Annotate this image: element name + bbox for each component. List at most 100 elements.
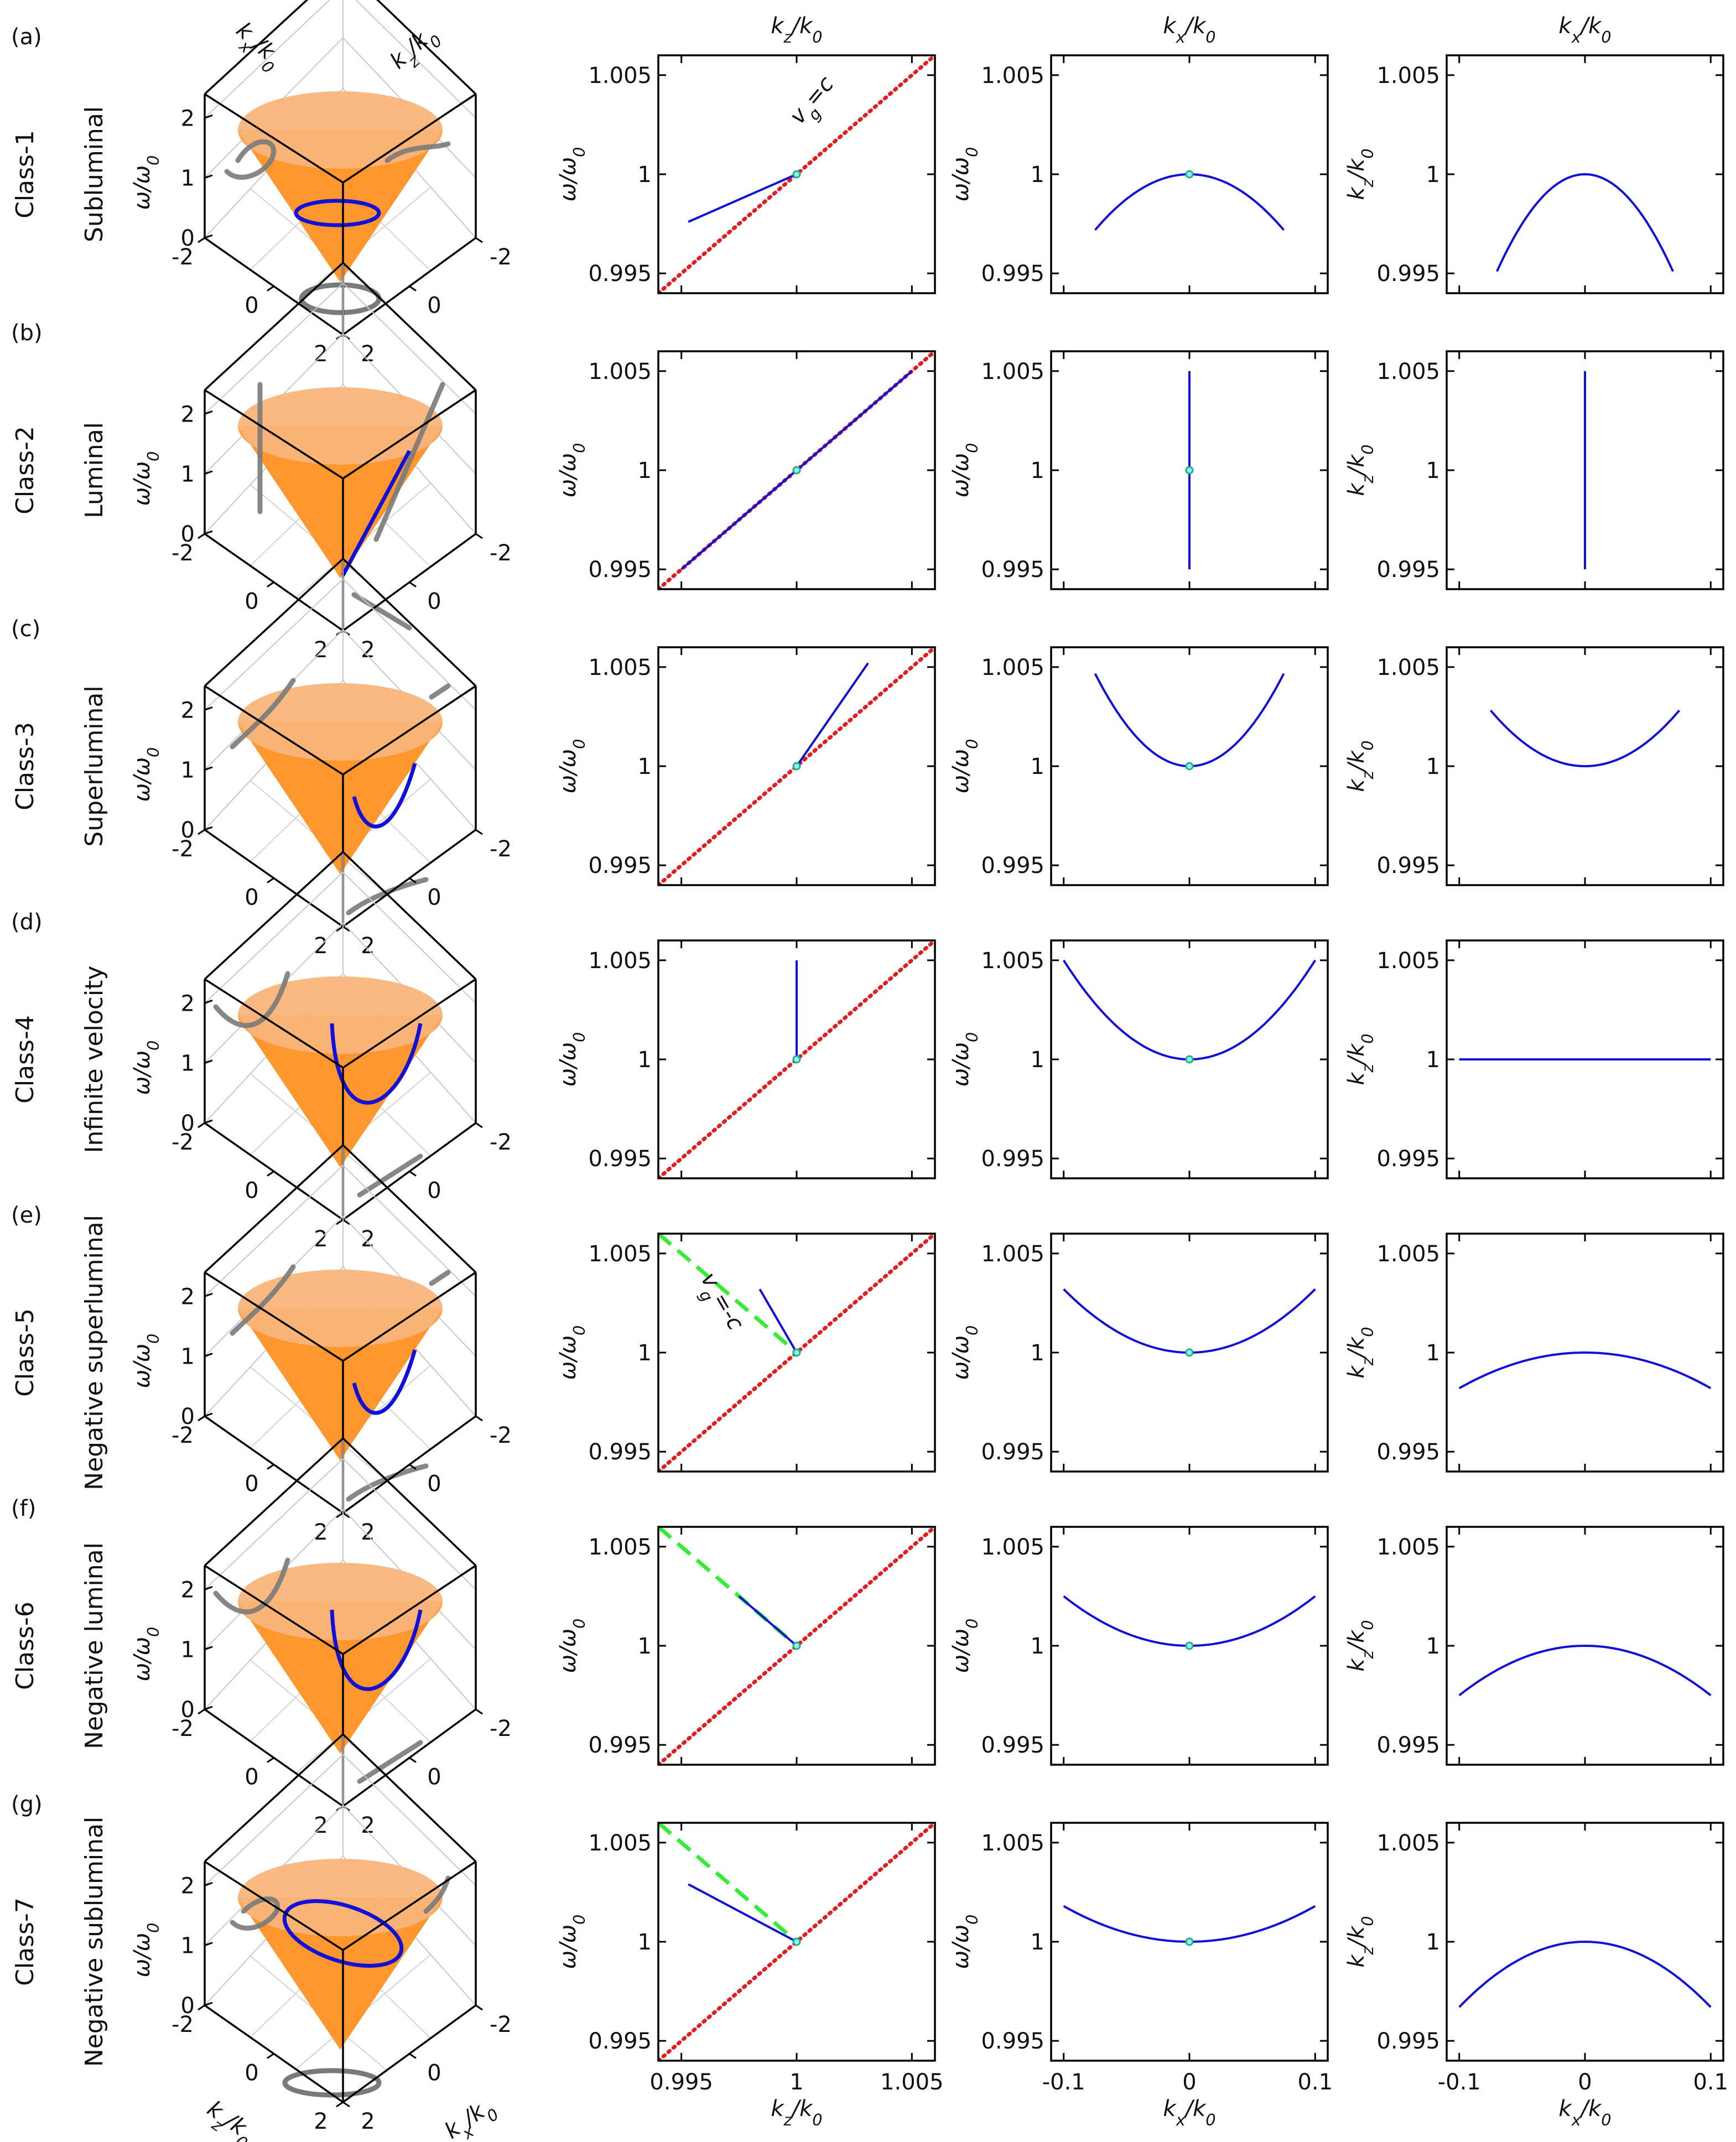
projection-curve (299, 282, 382, 315)
projection-curve (429, 1270, 451, 1286)
central-point (792, 1937, 801, 1946)
y-axis-label: ω/ω0 (948, 1032, 981, 1087)
cube-edge (204, 1144, 344, 1273)
dispersion_kz-panel-3: 0.995 1 1.005 ω/ω0 (555, 646, 936, 886)
dispersion_kx-panel-3: 0.995 1 1.005 ω/ω0 (948, 646, 1329, 886)
floor-tick-label-right: -2 (490, 2012, 512, 2037)
z-tick-label: 2 (181, 698, 195, 723)
y-tick-label: 1.005 (588, 63, 652, 89)
projection-curve (346, 1463, 429, 1502)
floor-tick-label-left: 2 (314, 2109, 328, 2134)
y-tick-label: 1.005 (981, 655, 1044, 680)
floor-tick-label-right: 0 (427, 293, 441, 319)
projection-curve (357, 1153, 423, 1198)
y-tick-label: 0.995 (981, 1146, 1044, 1172)
class-name-2: Luminal (80, 422, 108, 518)
y-tick-label: 1 (1031, 162, 1044, 188)
y-axis-label: kz/k0 (1344, 148, 1377, 200)
kz_vs_kx-panel-1: 0.995 1 1.005 kz/k0 (1344, 54, 1724, 294)
grid-line (342, 1164, 476, 1297)
grid-line (204, 1164, 344, 1297)
dispersion_kz-panel-6: 0.995 1 1.005 ω/ω0 (555, 1526, 936, 1766)
cone-top (238, 91, 443, 169)
cube-edge (204, 1271, 344, 1362)
dispersion_kz-panel-2: 0.995 1 1.005 ω/ω0 (555, 350, 936, 590)
floor-tick-label-left: 2 (314, 1813, 328, 1838)
floor-tick (342, 2101, 350, 2108)
y-axis-label: ω/ω0 (948, 147, 981, 202)
spectral-curve (1063, 959, 1316, 1061)
plot-area (1458, 1351, 1712, 1390)
floor-tick (475, 829, 483, 835)
y-tick-label: 1 (1426, 754, 1440, 779)
floor-tick (475, 237, 483, 243)
panel-letter-1: (a) (11, 24, 42, 50)
series-negative-light-line (658, 1527, 798, 1647)
x-tick-label: 0.1 (1693, 2070, 1728, 2095)
y-tick-label: 1.005 (588, 948, 652, 974)
panel-letter-7: (g) (11, 1792, 43, 1817)
z-axis-label: ω/ω0 (129, 1041, 163, 1095)
spectral-curve (1063, 1905, 1316, 1943)
z-tick (204, 1059, 213, 1064)
floor-tick-label-right: 0 (427, 589, 441, 615)
grid-line (204, 282, 344, 415)
floor-tick (267, 1464, 274, 1470)
floor-tick (197, 1708, 205, 1715)
cube-edge (204, 851, 344, 980)
floor-tick (197, 237, 205, 243)
z-axis-label: ω/ω0 (129, 451, 163, 506)
z-tick (204, 1412, 213, 1417)
cube-edge (342, 1271, 476, 1362)
light-cone (238, 387, 443, 578)
class-name-3: Superluminal (80, 685, 108, 846)
projection-curve (423, 1875, 451, 1914)
floor-tick (409, 1464, 417, 1470)
y-axis-label: ω/ω0 (948, 1325, 981, 1380)
floor-tick (267, 1757, 274, 1763)
x-axis-label: kx/k0 (1163, 2096, 1215, 2129)
x-tick-label: 0.1 (1297, 2070, 1333, 2095)
x-tick-label: 0 (1182, 2070, 1196, 2095)
x-tick-label: -0.1 (1438, 2070, 1481, 2095)
plot-area (1063, 1288, 1316, 1357)
spectral-support-curve (352, 1349, 417, 1415)
cube-edge (204, 558, 344, 687)
grid-line (204, 1754, 344, 1886)
y-tick-label: 1.005 (588, 1241, 652, 1267)
central-point (1185, 1937, 1194, 1946)
y-tick-label: 1 (638, 162, 652, 188)
y-tick-label: 1 (1031, 1930, 1044, 1955)
y-tick-label: 0.995 (588, 853, 652, 878)
y-axis-label: ω/ω0 (555, 1032, 589, 1087)
cone-shade (238, 1897, 443, 2050)
y-tick-label: 1.005 (1376, 1535, 1440, 1560)
floor-tick-label-right: -2 (490, 245, 512, 270)
floor-tick-label-left: 2 (314, 341, 328, 367)
z-tick (204, 1646, 213, 1651)
grid-line (342, 578, 476, 711)
class-name-4: Infinite velocity (80, 966, 108, 1153)
floor-tick (409, 2053, 417, 2059)
central-point (1185, 170, 1194, 179)
z-tick-label: 0 (181, 1697, 195, 1723)
y-tick-label: 1.005 (981, 359, 1044, 384)
floor-tick (475, 533, 483, 539)
y-tick-label: 1.005 (981, 1535, 1044, 1560)
floor-tick (336, 1512, 344, 1519)
panel-letter-6: (f) (11, 1496, 36, 1521)
projection-curve (230, 678, 296, 750)
plot-area (1489, 709, 1681, 768)
cube-edge (204, 1564, 344, 1655)
cube-edge (204, 1860, 344, 1951)
floor-tick (336, 926, 344, 932)
y-tick-label: 1.005 (588, 655, 652, 680)
y-tick-label: 1.005 (981, 948, 1044, 974)
floor-tick-label-right: -2 (490, 1716, 512, 1741)
light-cone (238, 91, 443, 282)
floor-tick (197, 533, 205, 539)
z-tick-label: 1 (181, 1637, 195, 1663)
